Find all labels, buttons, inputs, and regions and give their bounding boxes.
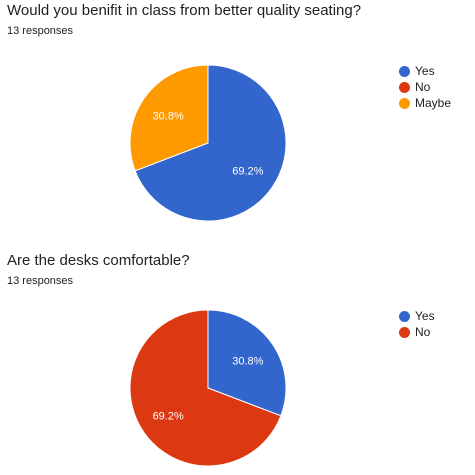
pie-slice-yes [207,309,287,417]
legend-item-maybe: Maybe [399,95,451,111]
pie-label-yes: 69.2% [232,165,263,177]
legend-label: Yes [415,64,435,78]
pie-label-maybe: 30.8% [153,111,184,123]
legend-item-yes: Yes [399,63,451,79]
chart-1-pie: 69.2% 30.8% [129,64,287,222]
legend-item-no: No [399,324,435,340]
legend-item-yes: Yes [399,308,435,324]
legend-label: No [415,325,431,339]
chart-2-response-count: 13 responses [7,275,74,287]
legend-label: Yes [415,309,435,323]
chart-1-legend: Yes No Maybe [399,63,451,111]
chart-2-title: Are the desks comfortable? [7,252,190,269]
chart-1-title: Would you benifit in class from better q… [7,2,362,19]
legend-swatch [399,97,410,109]
pie-slice-maybe [129,64,209,172]
chart-1-response-count: 13 responses [7,25,74,37]
legend-item-no: No [399,79,451,95]
legend-swatch [399,326,410,338]
chart-2-pie: 30.8% 69.2% [129,309,287,467]
pie-label-no: 69.2% [153,410,184,422]
chart-2-legend: Yes No [399,308,435,340]
legend-swatch [399,81,410,93]
legend-swatch [399,65,410,77]
pie-slice-yes [134,64,287,222]
pie-slice-no [129,309,282,467]
legend-label: No [415,80,431,94]
legend-label: Maybe [415,96,452,110]
pie-label-yes: 30.8% [232,356,263,368]
legend-swatch [399,310,410,322]
